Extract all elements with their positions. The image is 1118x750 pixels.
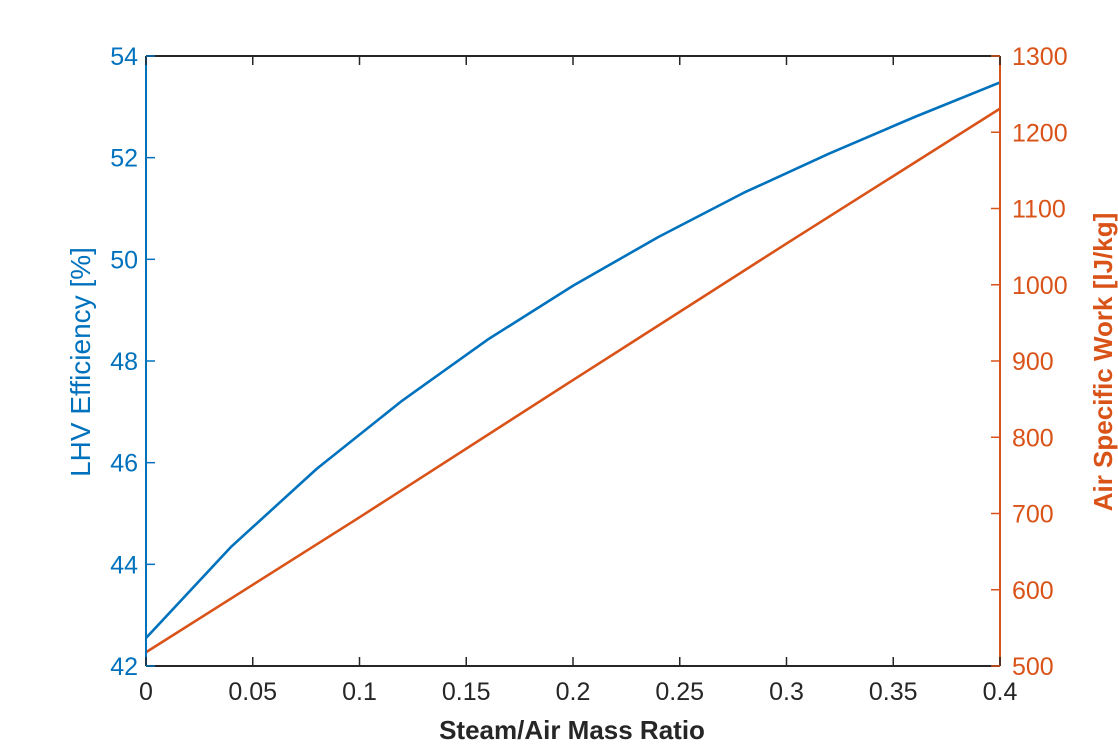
y-right-axis-ticks: 500 600 700 800 900 1000 1100 1200 1300 <box>991 43 1068 681</box>
axes <box>145 55 1001 667</box>
x-tick-label: 0.35 <box>869 678 918 706</box>
y-left-tick-label: 42 <box>110 653 138 681</box>
y-right-tick-label: 700 <box>1012 501 1054 529</box>
y-left-tick-label: 54 <box>110 43 138 71</box>
x-tick-label: 0.1 <box>342 678 377 706</box>
y-right-tick-label: 1300 <box>1012 43 1068 71</box>
y-right-tick-label: 500 <box>1012 653 1054 681</box>
y-left-axis-ticks: 42 44 46 48 50 52 54 <box>110 43 155 681</box>
y-left-tick-label: 50 <box>110 246 138 274</box>
x-tick-label: 0.2 <box>556 678 591 706</box>
x-tick-label: 0.4 <box>983 678 1018 706</box>
x-axis-ticks: 0 0.05 0.1 0.15 0.2 0.25 0.3 0.35 0.4 <box>139 56 1017 706</box>
y-left-tick-label: 52 <box>110 145 138 173</box>
y-right-tick-label: 1000 <box>1012 272 1068 300</box>
y-right-tick-label: 800 <box>1012 424 1054 452</box>
x-tick-label: 0 <box>139 678 153 706</box>
y-left-tick-label: 44 <box>110 551 138 579</box>
x-tick-label: 0.25 <box>655 678 704 706</box>
y-left-tick-label: 48 <box>110 348 138 376</box>
y-right-tick-label: 1100 <box>1012 196 1066 224</box>
x-tick-label: 0.05 <box>228 678 277 706</box>
y-right-axis-label: Air Specific Work [lJ/kg] <box>1088 213 1118 512</box>
series-line-efficiency <box>145 81 1001 639</box>
y-right-tick-label: 600 <box>1012 577 1054 605</box>
plot-lines <box>145 81 1001 654</box>
y-left-axis-label: LHV Efficiency [%] <box>65 247 96 477</box>
x-tick-label: 0.3 <box>769 678 804 706</box>
y-right-tick-label: 1200 <box>1012 119 1068 147</box>
y-left-tick-label: 46 <box>110 450 138 478</box>
series-line-specific-work <box>145 107 1001 654</box>
y-right-tick-label: 900 <box>1012 348 1054 376</box>
x-axis-label: Steam/Air Mass Ratio <box>439 715 705 745</box>
x-tick-label: 0.15 <box>442 678 491 706</box>
